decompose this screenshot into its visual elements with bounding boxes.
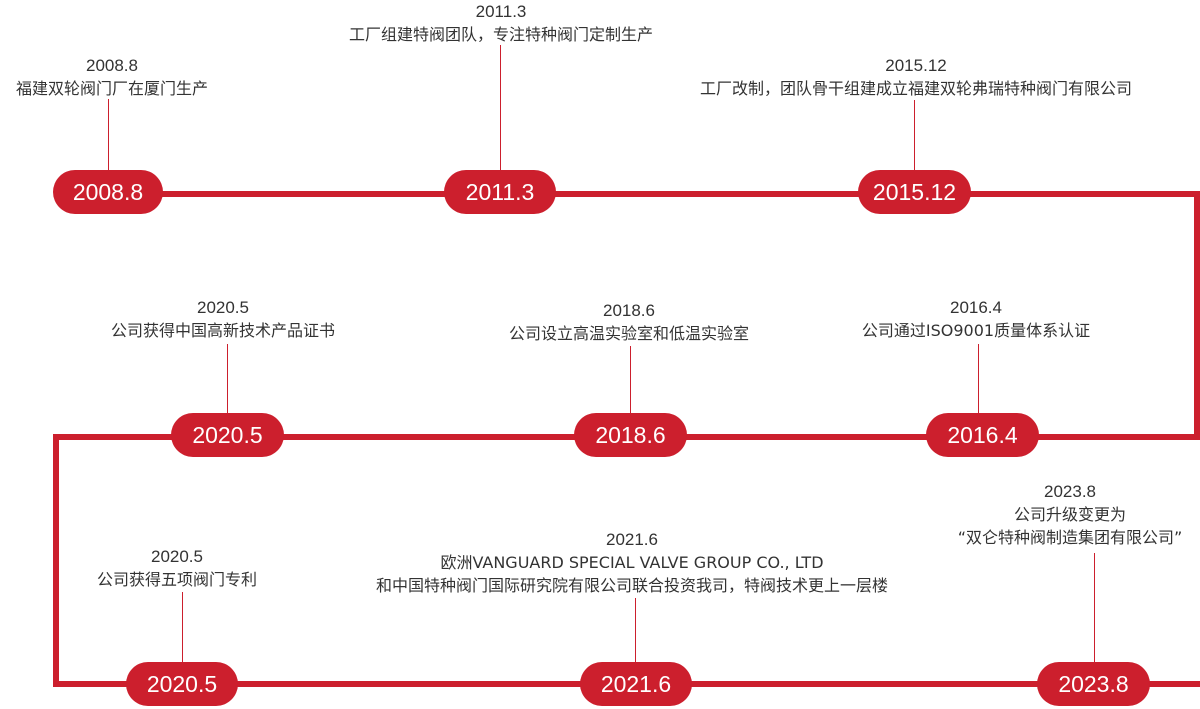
date-pill: 2018.6 <box>574 413 687 457</box>
event-note-date: 2016.4 <box>949 298 1002 317</box>
connector-line <box>914 100 915 172</box>
date-pill: 2008.8 <box>53 170 163 214</box>
connector-line <box>182 592 183 662</box>
event-note: 2020.5 公司获得中国高新技术产品证书 <box>111 296 335 342</box>
event-description-line-2: 和中国特种阀门国际研究院有限公司联合投资我司，特阀技术更上一层楼 <box>375 576 889 595</box>
event-note-date: 2023.8 <box>1044 482 1096 501</box>
event-note-date: 2020.5 <box>196 298 249 317</box>
event-note: 2011.3 工厂组建特阀团队，专注特种阀门定制生产 <box>349 0 653 46</box>
event-note-date: 2020.5 <box>150 547 203 566</box>
date-pill: 2021.6 <box>580 662 692 706</box>
event-note: 2008.8 福建双轮阀门厂在厦门生产 <box>16 54 208 100</box>
event-note-date: 2015.12 <box>885 56 947 75</box>
event-note: 2015.12 工厂改制，团队骨干组建成立福建双轮弗瑞特种阀门有限公司 <box>700 54 1132 100</box>
connector-line <box>1094 553 1095 662</box>
date-pill: 2020.5 <box>171 413 284 457</box>
date-pill: 2016.4 <box>926 413 1039 457</box>
date-pill: 2011.3 <box>444 170 556 214</box>
event-description: 公司设立高温实验室和低温实验室 <box>508 324 750 343</box>
event-note: 2021.6 欧洲VANGUARD SPECIAL VALVE GROUP CO… <box>376 528 888 597</box>
event-note: 2023.8 公司升级变更为 “双仑特种阀制造集团有限公司” <box>958 480 1183 549</box>
event-description: 欧洲VANGUARD SPECIAL VALVE GROUP CO., LTD <box>440 553 824 572</box>
event-description: 公司通过ISO9001质量体系认证 <box>861 321 1091 340</box>
event-description-line-2: “双仑特种阀制造集团有限公司” <box>957 528 1183 547</box>
event-note: 2016.4 公司通过ISO9001质量体系认证 <box>862 296 1090 342</box>
connector-line <box>978 344 979 415</box>
event-description: 工厂组建特阀团队，专注特种阀门定制生产 <box>348 25 654 44</box>
event-note-date: 2018.6 <box>602 301 655 320</box>
date-pill: 2020.5 <box>126 662 238 706</box>
connector-line <box>227 344 228 415</box>
event-description: 公司升级变更为 <box>1013 505 1126 524</box>
event-note: 2020.5 公司获得五项阀门专利 <box>97 545 257 591</box>
date-pill: 2023.8 <box>1037 662 1150 706</box>
event-note-date: 2021.6 <box>605 530 658 549</box>
event-description: 公司获得中国高新技术产品证书 <box>110 321 336 340</box>
connector-line <box>630 346 631 415</box>
event-description: 福建双轮阀门厂在厦门生产 <box>15 79 209 98</box>
connector-line <box>500 45 501 172</box>
date-pill: 2015.12 <box>858 170 971 214</box>
connector-line <box>635 598 636 662</box>
event-note-date: 2011.3 <box>475 2 527 21</box>
event-description: 公司获得五项阀门专利 <box>96 570 258 589</box>
connector-line <box>108 99 109 172</box>
event-note: 2018.6 公司设立高温实验室和低温实验室 <box>509 299 749 345</box>
event-description: 工厂改制，团队骨干组建成立福建双轮弗瑞特种阀门有限公司 <box>699 79 1133 98</box>
event-note-date: 2008.8 <box>85 56 138 75</box>
